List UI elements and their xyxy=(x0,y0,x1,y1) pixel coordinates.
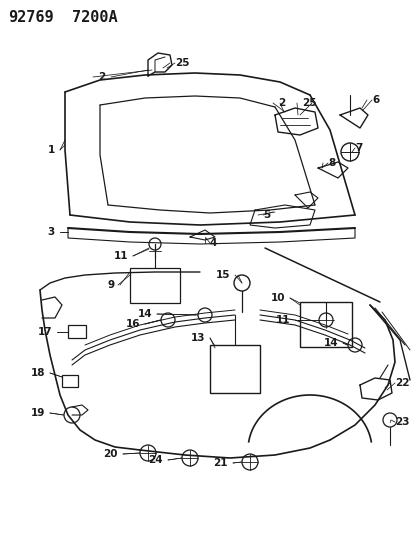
Text: 20: 20 xyxy=(103,449,118,459)
Text: 10: 10 xyxy=(270,293,284,303)
Bar xyxy=(299,302,351,347)
Text: 15: 15 xyxy=(215,270,230,280)
Text: 22: 22 xyxy=(394,378,408,388)
Text: 5: 5 xyxy=(262,210,270,220)
Text: 4: 4 xyxy=(209,238,217,248)
Text: 19: 19 xyxy=(31,408,45,418)
Text: 7: 7 xyxy=(354,143,361,153)
Text: 14: 14 xyxy=(323,338,337,348)
Text: 8: 8 xyxy=(327,158,335,168)
Bar xyxy=(68,325,86,338)
Text: 3: 3 xyxy=(47,227,55,237)
Text: 13: 13 xyxy=(190,333,204,343)
Text: 18: 18 xyxy=(31,368,45,378)
Text: 24: 24 xyxy=(148,455,163,465)
Text: 25: 25 xyxy=(301,98,316,108)
Text: 92769: 92769 xyxy=(8,10,54,25)
Text: 11: 11 xyxy=(113,251,128,261)
Text: 11: 11 xyxy=(275,315,289,325)
Bar xyxy=(130,268,180,303)
Bar xyxy=(62,375,78,387)
Text: 21: 21 xyxy=(213,458,228,468)
Text: 16: 16 xyxy=(125,319,140,329)
Text: 7200A: 7200A xyxy=(72,10,117,25)
Text: 17: 17 xyxy=(37,327,52,337)
Text: 9: 9 xyxy=(108,280,115,290)
Text: 2: 2 xyxy=(98,72,105,82)
Bar xyxy=(209,345,259,393)
Text: 1: 1 xyxy=(47,145,55,155)
Text: 6: 6 xyxy=(371,95,378,105)
Text: 2: 2 xyxy=(277,98,285,108)
Text: 14: 14 xyxy=(137,309,152,319)
Text: 25: 25 xyxy=(175,58,189,68)
Text: 23: 23 xyxy=(394,417,408,427)
